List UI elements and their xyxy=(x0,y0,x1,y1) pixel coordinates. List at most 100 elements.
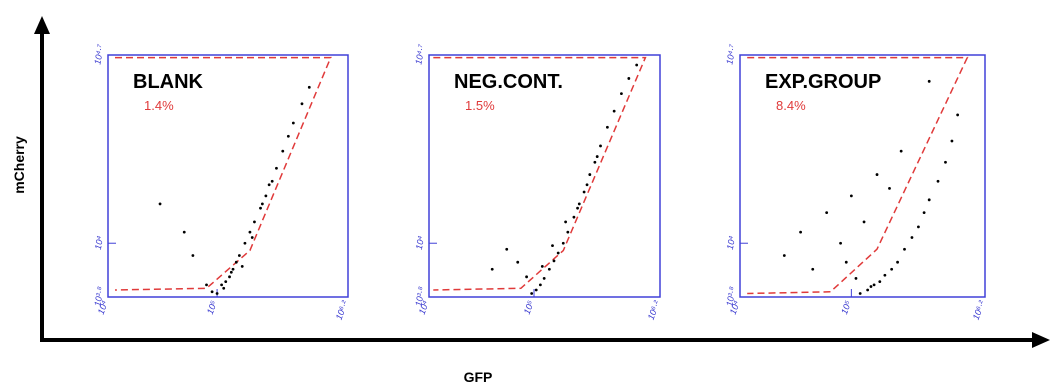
event-dot xyxy=(858,292,862,295)
event-dot xyxy=(191,254,195,257)
event-dot xyxy=(222,286,226,290)
gate xyxy=(747,56,969,295)
event-dot xyxy=(917,225,920,229)
panel-title: NEG.CONT. xyxy=(454,71,563,93)
event-dot xyxy=(866,288,870,292)
event-dot xyxy=(307,85,311,89)
event-dot xyxy=(605,125,609,129)
event-dot xyxy=(267,183,271,187)
event-dot xyxy=(577,202,581,206)
y-tick-label: 10³·⁸ xyxy=(413,286,426,307)
event-dot xyxy=(799,230,802,234)
x-tick-label: 10⁴ xyxy=(417,299,431,316)
event-dot xyxy=(552,259,556,263)
event-dot xyxy=(899,149,903,153)
y-tick-label: 10⁴ xyxy=(93,235,105,251)
event-dot xyxy=(220,283,224,287)
event-dot xyxy=(878,280,882,283)
event-dot xyxy=(854,276,858,280)
event-dot xyxy=(566,230,570,234)
event-dot xyxy=(300,102,304,106)
event-dot xyxy=(910,236,914,239)
event-dot xyxy=(551,244,554,247)
event-dot xyxy=(635,63,639,67)
event-dot xyxy=(240,265,244,268)
event-dot xyxy=(234,260,238,264)
event-dot xyxy=(612,109,616,113)
event-dot xyxy=(572,215,576,219)
event-dot xyxy=(896,260,899,264)
event-dot xyxy=(956,113,960,117)
event-dot xyxy=(582,190,586,194)
x-tick-label: 10⁵ xyxy=(839,299,853,316)
plot-frame xyxy=(428,54,661,298)
event-dot xyxy=(888,186,891,190)
event-dot xyxy=(253,220,256,224)
panel-title: EXP.GROUP xyxy=(765,71,881,93)
y-axis-label: mCherry xyxy=(11,136,27,194)
event-dot xyxy=(844,260,848,264)
event-dot xyxy=(542,276,546,280)
event-dot xyxy=(588,173,592,176)
event-dot xyxy=(862,220,866,224)
y-tick-label: 10⁴·⁷ xyxy=(413,43,426,65)
event-dot xyxy=(782,254,786,257)
y-tick-label: 10⁴·⁷ xyxy=(724,43,737,65)
event-dot xyxy=(593,160,597,164)
event-dot xyxy=(237,254,241,257)
event-dot xyxy=(620,92,623,96)
event-dot xyxy=(872,283,876,287)
event-dot xyxy=(564,220,568,224)
event-dot xyxy=(825,211,829,214)
event-dot xyxy=(243,241,247,245)
event-dot xyxy=(944,160,947,164)
event-dot xyxy=(525,275,528,279)
event-dot xyxy=(849,194,853,198)
event-dot xyxy=(903,247,906,251)
event-dot xyxy=(231,267,235,271)
event-dot xyxy=(627,77,631,80)
event-dot xyxy=(215,292,219,295)
event-dot xyxy=(599,144,602,148)
event-dot xyxy=(210,290,214,294)
y-tick-label: 10⁴ xyxy=(414,235,426,251)
event-dot xyxy=(281,149,285,153)
event-dot xyxy=(811,267,815,271)
y-tick-label: 10⁴·⁷ xyxy=(92,43,105,65)
y-tick-label: 10³·⁸ xyxy=(92,286,105,307)
plot-frame xyxy=(739,54,986,298)
event-dot xyxy=(595,155,599,158)
event-dot xyxy=(936,179,940,183)
event-dot xyxy=(839,241,842,245)
gate xyxy=(114,56,332,291)
x-axis-label: GFP xyxy=(464,369,493,385)
gate xyxy=(433,56,647,291)
event-dot xyxy=(250,236,254,239)
event-dot xyxy=(516,260,520,264)
event-dot xyxy=(270,179,274,183)
y-arrow-head xyxy=(34,16,50,34)
event-dot xyxy=(922,211,926,214)
y-tick-label: 10³·⁸ xyxy=(724,286,737,307)
event-dot xyxy=(547,267,551,271)
event-dot xyxy=(530,292,534,295)
event-dot xyxy=(505,247,509,251)
event-dot xyxy=(490,267,494,271)
event-dot xyxy=(158,202,162,206)
event-dot xyxy=(927,79,931,83)
x-tick-label: 10⁵ xyxy=(205,299,219,316)
y-tick-label: 10⁴ xyxy=(725,235,737,251)
event-dot xyxy=(260,202,264,206)
event-dot xyxy=(576,206,579,210)
gate-percent: 8.4% xyxy=(776,98,806,113)
event-dot xyxy=(538,283,542,287)
event-dot xyxy=(182,230,186,234)
panel-title: BLANK xyxy=(133,71,204,93)
event-dot xyxy=(883,273,887,277)
event-dot xyxy=(556,251,560,255)
event-dot xyxy=(248,230,252,234)
event-dot xyxy=(286,134,290,138)
x-tick-label: 10⁶·² xyxy=(646,298,662,321)
x-tick-label: 10⁶·² xyxy=(971,298,987,321)
